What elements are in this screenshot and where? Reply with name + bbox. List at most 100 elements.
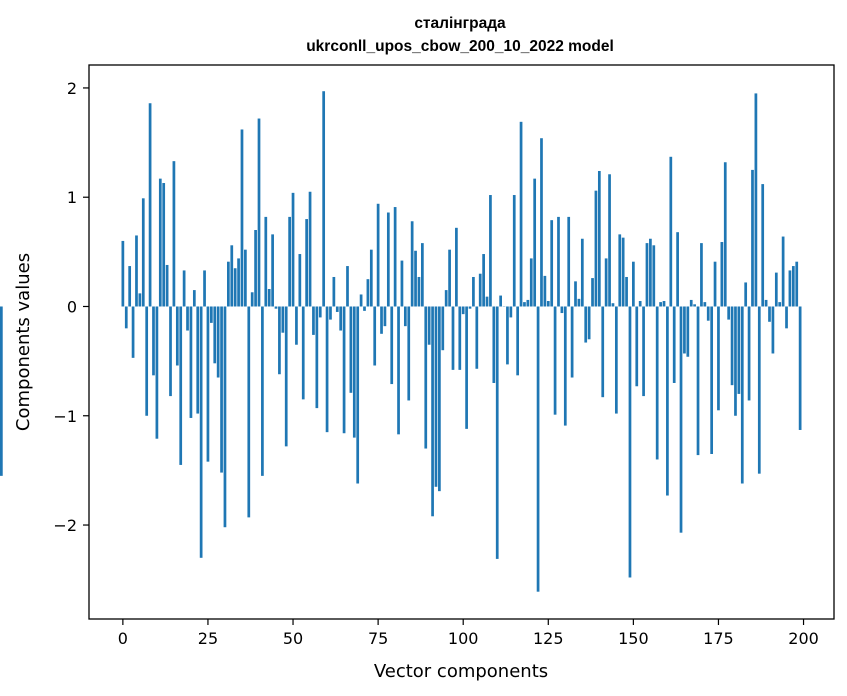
bar-56 [312, 306, 315, 335]
bar-21 [192, 290, 196, 307]
bar-195 [785, 306, 788, 329]
bar-196 [788, 270, 792, 307]
bar-57 [315, 306, 319, 409]
bar-151 [635, 306, 639, 387]
bar-194 [781, 236, 785, 307]
bar-79 [390, 306, 394, 385]
bar-197 [791, 266, 795, 307]
x-tick-label: 200 [788, 629, 819, 648]
bar-98 [455, 227, 458, 307]
bar-36 [244, 249, 247, 307]
bar-6 [141, 198, 145, 307]
bar-144 [611, 303, 615, 307]
bar-109 [492, 306, 496, 383]
bar-96 [448, 249, 451, 307]
x-tick-label: 175 [703, 629, 734, 648]
x-tick-label: 125 [533, 629, 564, 648]
bar-86 [414, 250, 417, 307]
bar-100 [461, 306, 465, 315]
bar-66 [346, 266, 349, 307]
bar-47 [281, 306, 285, 333]
bar-182 [740, 306, 744, 484]
bar-178 [727, 306, 731, 320]
bar-39 [254, 230, 257, 307]
bar-159 [662, 301, 666, 307]
bar-171 [703, 302, 707, 307]
bar-71 [363, 306, 366, 311]
bar-141 [601, 306, 605, 398]
bar-87 [417, 276, 421, 307]
bar-64 [339, 306, 343, 331]
bar-68 [352, 306, 356, 438]
bar-147 [621, 237, 625, 307]
bar-177 [723, 162, 727, 307]
bar-43 [267, 289, 271, 307]
bar-76 [380, 306, 383, 334]
bar-123 [540, 138, 543, 307]
bar-149 [628, 306, 632, 578]
bar-160 [666, 306, 669, 496]
bar-85 [410, 221, 414, 307]
bar-65 [342, 306, 346, 434]
bar-134 [577, 298, 581, 307]
bar-140 [597, 170, 601, 307]
bar-155 [649, 238, 652, 307]
bar-137 [587, 306, 591, 340]
bar-153 [642, 306, 645, 397]
bar-32 [230, 245, 234, 307]
y-axis-label: Components values [13, 253, 34, 431]
bar-0 [121, 240, 125, 307]
bar-176 [720, 242, 724, 307]
bar-23 [199, 306, 203, 558]
x-tick-label: 0 [118, 629, 128, 648]
y-tick-label: 2 [67, 79, 77, 98]
bars-group [0, 91, 802, 592]
bar-92 [434, 306, 438, 487]
bar-136 [584, 306, 588, 343]
bar-97 [451, 306, 455, 370]
bar-30 [223, 306, 227, 528]
bar-172 [706, 306, 710, 321]
bar-93 [438, 306, 441, 492]
bar-169 [696, 306, 700, 456]
bar-157 [655, 306, 659, 460]
bar-15 [172, 161, 176, 307]
y-tick-label: −2 [53, 516, 77, 535]
bar-24 [203, 270, 206, 307]
bar-60 [325, 306, 329, 433]
bar-115 [512, 195, 516, 307]
bar-118 [523, 302, 526, 307]
bar-37 [247, 306, 251, 518]
bar-82 [400, 260, 404, 307]
y-axis-ticks: −2 −1 0 1 2 [53, 79, 89, 535]
bar-51 [295, 306, 298, 345]
bar-132 [570, 306, 574, 378]
bar-173 [710, 306, 714, 454]
bar-119 [526, 299, 530, 307]
bar-16 [175, 306, 179, 366]
bar-158 [659, 302, 662, 307]
bar-73 [369, 249, 373, 307]
bar-114 [509, 306, 513, 318]
bar-120 [529, 258, 533, 307]
plot-frame [88, 64, 835, 620]
bar-154 [645, 243, 649, 307]
bar-88 [421, 243, 424, 307]
x-tick-label: 100 [448, 629, 479, 648]
bar-52 [298, 254, 302, 307]
bar-14 [169, 306, 172, 397]
bar-74 [373, 306, 377, 366]
bar-130 [563, 306, 567, 426]
bar-48 [284, 306, 288, 447]
bar-70 [359, 294, 363, 307]
bar-46 [278, 306, 281, 375]
bar-42 [264, 216, 268, 307]
bar-166 [686, 306, 690, 357]
bar-55 [308, 191, 312, 307]
bar-45 [274, 306, 278, 309]
bar-125 [546, 301, 550, 307]
bar-138 [591, 278, 594, 307]
bar-199 [798, 306, 802, 430]
bar-10 [155, 306, 159, 439]
